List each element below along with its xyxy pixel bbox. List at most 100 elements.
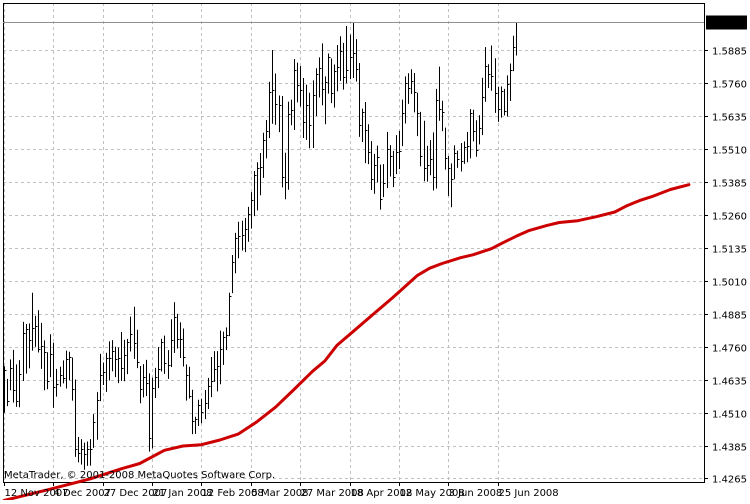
price-bar: [146, 359, 149, 397]
price-bar: [23, 321, 26, 382]
price-bar: [164, 335, 167, 374]
price-bar: [124, 339, 127, 382]
price-bar: [424, 120, 427, 182]
price-bar: [334, 64, 337, 108]
price-bar: [473, 109, 476, 142]
price-bar: [158, 346, 161, 389]
price-bar: [491, 45, 494, 91]
price-bar: [118, 347, 121, 384]
price-bar: [87, 441, 90, 466]
price-bar: [155, 367, 158, 398]
time-tick-label: 18 Apr 2008: [351, 488, 413, 499]
price-bar: [180, 322, 183, 359]
price-bar: [507, 75, 510, 117]
price-bar: [309, 92, 312, 149]
price-bar: [174, 302, 177, 354]
price-bar: [313, 80, 316, 149]
price-bar: [297, 62, 300, 103]
price-bar: [137, 329, 140, 369]
price-bar: [245, 218, 248, 253]
price-bar: [41, 322, 44, 369]
price-tick-label: 1.5010: [712, 278, 747, 289]
price-bar: [356, 39, 359, 82]
price-tick-label: 1.5260: [712, 212, 747, 223]
price-bar: [214, 351, 217, 382]
price-tick-label: 1.4510: [712, 410, 747, 421]
price-bar: [510, 63, 513, 101]
price-bar: [501, 86, 504, 118]
price-bar: [442, 100, 445, 132]
price-bar: [242, 220, 245, 251]
price-bar: [337, 44, 340, 92]
price-bar: [208, 377, 211, 410]
price-bar: [482, 77, 485, 136]
time-tick-label: 12 Feb 2008: [202, 488, 264, 499]
price-bar: [328, 53, 331, 94]
price-bar: [232, 255, 235, 294]
price-bar: [53, 342, 56, 408]
price-tick-label: 1.5385: [712, 179, 747, 190]
price-bar: [319, 57, 322, 98]
current-price-tag: [706, 15, 747, 30]
price-tick-label: 1.4760: [712, 344, 747, 355]
plot-frame: [3, 3, 705, 483]
price-bar: [476, 120, 479, 157]
price-bar: [72, 357, 75, 401]
price-bar: [109, 341, 112, 381]
price-bar: [485, 47, 488, 102]
price-bar: [427, 145, 430, 182]
price-bar: [127, 339, 130, 375]
price-bar: [183, 328, 186, 367]
price-bar: [7, 378, 10, 407]
price-bar: [430, 140, 433, 176]
price-bar: [81, 439, 84, 465]
price-bar: [436, 88, 439, 189]
price-tick-label: 1.5885: [712, 47, 747, 58]
price-bar: [140, 365, 143, 404]
price-bar: [303, 78, 306, 138]
price-bar: [275, 73, 278, 125]
price-tick-label: 1.4885: [712, 311, 747, 322]
price-bar: [353, 22, 356, 79]
price-bars: [4, 22, 519, 470]
price-bar: [195, 416, 198, 434]
price-bar: [38, 310, 41, 353]
grid-lines: [3, 3, 705, 483]
price-bar: [414, 72, 417, 113]
price-bar: [279, 95, 282, 133]
price-bar: [362, 108, 365, 142]
price-bar: [371, 141, 374, 191]
price-tick-label: 1.5760: [712, 80, 747, 91]
price-bar: [97, 392, 100, 440]
price-bar: [380, 164, 383, 210]
price-bar: [495, 58, 498, 113]
price-bar: [420, 111, 423, 167]
price-bar: [66, 350, 69, 389]
price-bar: [93, 414, 96, 448]
price-bar: [405, 76, 408, 124]
price-bar: [235, 232, 238, 274]
price-bar: [365, 102, 368, 164]
price-axis: 1.5885 1.5760 1.5635 1.5510 1.5385 1.5260 1.51…: [704, 47, 747, 486]
price-bar: [294, 58, 297, 131]
price-bar: [152, 377, 155, 449]
current-price-label: 1.5991: [712, 19, 747, 30]
price-bar: [161, 338, 164, 372]
price-bar: [238, 221, 241, 259]
price-bar: [306, 84, 309, 140]
time-tick-label: 27 Dec 2007: [104, 488, 168, 499]
price-bar: [374, 153, 377, 194]
price-bar: [325, 76, 328, 125]
price-bar: [220, 330, 223, 385]
price-bar: [467, 131, 470, 163]
price-bar: [331, 58, 334, 104]
price-tick-label: 1.4635: [712, 377, 747, 388]
price-bar: [130, 316, 133, 352]
price-bar: [50, 334, 53, 378]
price-bar: [171, 319, 174, 368]
price-bar: [69, 351, 72, 381]
